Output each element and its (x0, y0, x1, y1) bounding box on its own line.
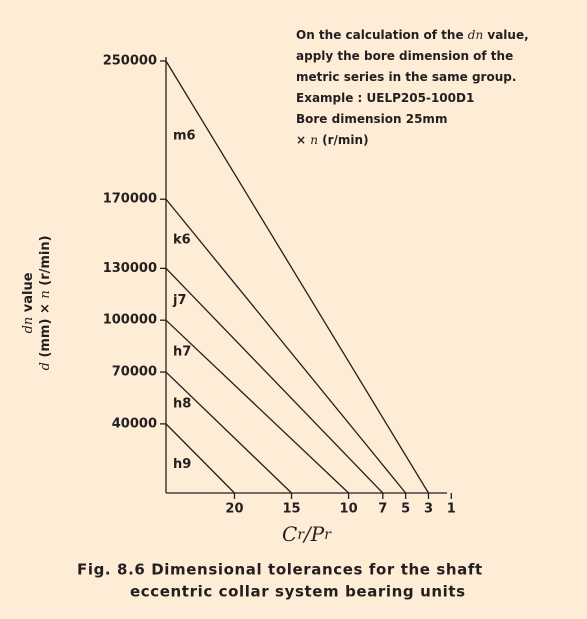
x-tick-label: 1 (447, 502, 456, 517)
series-label: k6 (173, 232, 191, 247)
y-tick-label: 70000 (112, 365, 157, 380)
x-tick-label: 15 (282, 502, 300, 517)
text-part: value (21, 272, 36, 316)
annotation: On the calculation of the dn value, (296, 28, 529, 42)
math-text: n (310, 133, 318, 147)
text-part: (r/min) (318, 133, 369, 147)
tolerance-line (165, 371, 292, 494)
annotation: apply the bore dimension of the (296, 49, 513, 63)
annotation: Bore dimension 25mm (296, 112, 447, 126)
annotation: metric series in the same group. (296, 70, 516, 84)
tolerance-line (165, 267, 384, 494)
series-label: h9 (173, 457, 191, 472)
series-label: h7 (173, 345, 191, 360)
text-part: Example : UELP205-100D1 (296, 91, 474, 105)
text-part: Bore dimension 25mm (296, 112, 447, 126)
y-axis-label: dn value (21, 272, 36, 333)
x-tick-label: 5 (401, 502, 410, 517)
text-part: (r/min) (38, 235, 53, 290)
annotation: × n (r/min) (296, 133, 369, 147)
math-text: r (324, 527, 332, 543)
math-text: r (297, 527, 305, 543)
math-text: /P (302, 522, 325, 546)
annotation: Example : UELP205-100D1 (296, 91, 474, 105)
x-tick-label: 10 (340, 502, 358, 517)
text-part: metric series in the same group. (296, 70, 516, 84)
math-text: d (38, 362, 53, 370)
math-text: dn (21, 317, 36, 334)
caption: eccentric collar system bearing units (130, 583, 466, 601)
x-axis-label: Cr/Pr (282, 522, 332, 546)
tolerance-line (165, 319, 350, 494)
tolerance-line (165, 60, 430, 494)
y-tick-label: 170000 (103, 192, 157, 207)
x-tick-label: 7 (378, 502, 387, 517)
y-tick-label: 130000 (103, 261, 157, 276)
y-tick-label: 250000 (103, 54, 157, 69)
math-text: n (38, 290, 53, 298)
y-tick-label: 100000 (103, 313, 157, 328)
series-label: h8 (173, 396, 191, 411)
math-text: dn (468, 28, 483, 42)
caption: Fig. 8.6 Dimensional tolerances for the … (77, 561, 483, 579)
text-part: On the calculation of the (296, 28, 468, 42)
x-tick-label: 3 (424, 502, 433, 517)
series-label: j7 (172, 293, 187, 308)
text-part: (mm) × (38, 299, 53, 362)
y-tick-label: 40000 (112, 416, 157, 431)
series-label: m6 (173, 129, 196, 144)
text-part: apply the bore dimension of the (296, 49, 513, 63)
tolerance-line (165, 198, 407, 494)
text-part: value, (483, 28, 528, 42)
text-part: × (296, 133, 310, 147)
x-tick-label: 20 (225, 502, 243, 517)
tolerance-line (165, 423, 235, 494)
y-axis-label: d (mm) × n (r/min) (38, 235, 53, 370)
math-text: C (282, 522, 297, 546)
